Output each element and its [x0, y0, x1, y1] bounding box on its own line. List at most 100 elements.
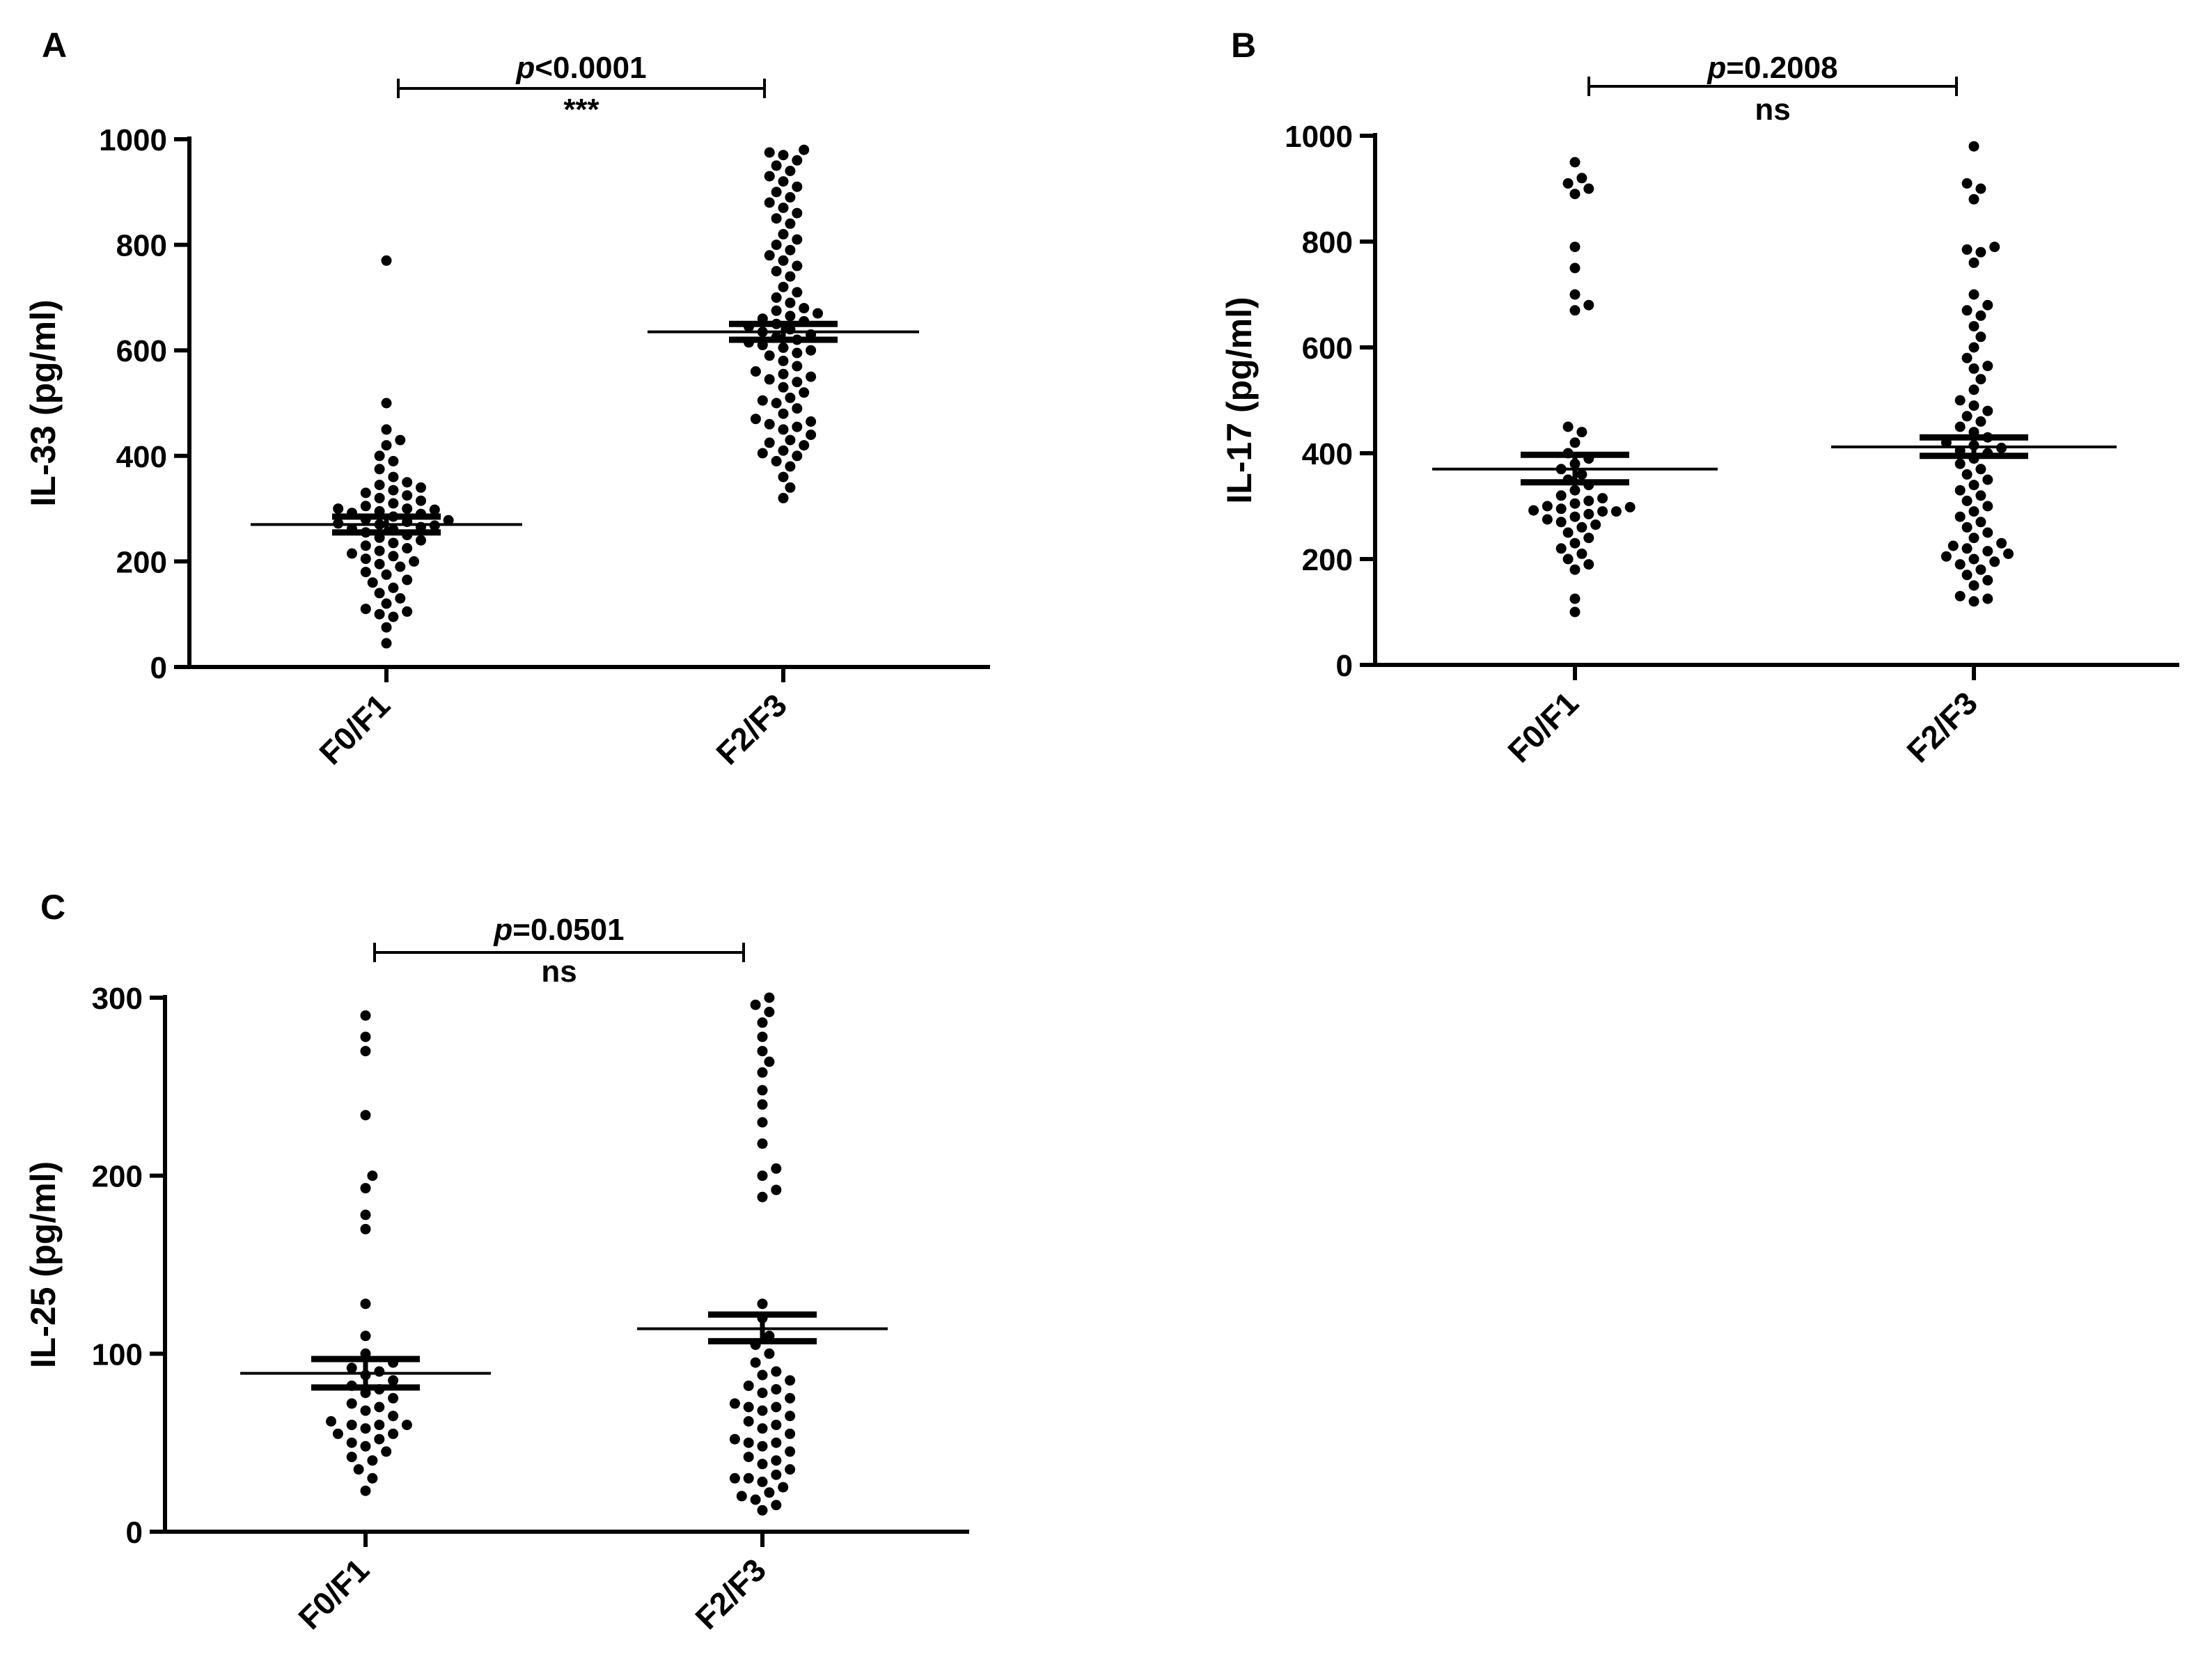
data-point [360, 1031, 371, 1042]
data-point [360, 1010, 371, 1021]
data-point [360, 1110, 371, 1121]
data-point [1569, 289, 1581, 300]
p-symbol: p [515, 51, 535, 85]
y-axis-label: IL-25 (pg/ml) [24, 1161, 63, 1368]
data-point [785, 1446, 796, 1457]
data-point [785, 297, 796, 308]
data-point [1961, 305, 1973, 316]
data-point [743, 1416, 754, 1427]
data-point [1982, 501, 1993, 512]
data-point [799, 440, 810, 451]
data-point [1569, 305, 1581, 316]
data-point [764, 992, 775, 1003]
data-point [736, 1491, 747, 1502]
data-point [771, 1500, 782, 1511]
data-point [1562, 421, 1574, 432]
significance-label: *** [563, 93, 599, 127]
data-point [792, 347, 803, 359]
data-point [1940, 551, 1952, 562]
data-point [757, 1298, 768, 1310]
data-point [1996, 537, 2007, 549]
data-point [799, 303, 810, 314]
data-point [1968, 480, 1979, 491]
data-point [1968, 194, 1979, 205]
data-point [1583, 533, 1594, 544]
data-point [416, 535, 426, 546]
data-point [360, 1423, 371, 1434]
data-point [1975, 517, 1986, 528]
data-point [367, 1455, 378, 1466]
data-point [402, 490, 413, 501]
data-point [374, 492, 385, 503]
x-tick-label: F2/F3 [1899, 684, 1984, 769]
data-point [1610, 506, 1622, 517]
data-point [806, 345, 817, 356]
data-point [750, 366, 761, 377]
data-point [374, 1366, 385, 1377]
data-point [757, 1191, 768, 1202]
data-point [1968, 363, 1979, 374]
data-point [806, 430, 817, 440]
data-point [778, 150, 789, 161]
data-point [764, 250, 775, 261]
data-point [1528, 505, 1539, 516]
data-point [1542, 501, 1553, 512]
data-point [764, 418, 775, 430]
data-point [799, 144, 810, 155]
data-point [1569, 564, 1581, 575]
data-point [1624, 502, 1636, 512]
data-point [799, 387, 810, 398]
y-tick-label: 600 [1302, 331, 1353, 366]
data-point [388, 471, 399, 482]
data-point [1982, 405, 1993, 416]
data-point [1555, 543, 1567, 554]
data-point [381, 1446, 392, 1457]
data-point [443, 515, 454, 526]
data-point [771, 240, 782, 251]
significance-label: ns [1755, 93, 1790, 127]
data-point [778, 355, 789, 366]
data-point [792, 287, 803, 298]
data-point [1961, 521, 1973, 533]
p-value-label: p=0.2008 [1707, 51, 1837, 85]
data-point [785, 271, 796, 282]
data-point [1968, 506, 1979, 517]
data-point [764, 350, 775, 361]
data-point [409, 556, 420, 567]
data-point [381, 622, 392, 633]
data-point [757, 1046, 768, 1057]
data-point [374, 558, 385, 570]
data-point [429, 504, 440, 515]
data-point [1569, 511, 1581, 522]
y-tick-label: 200 [116, 545, 167, 579]
y-axis-label: IL-33 (pg/ml) [24, 299, 63, 506]
data-point [778, 368, 789, 379]
data-point [1576, 521, 1587, 533]
data-point [771, 1366, 782, 1377]
data-point [785, 166, 796, 176]
data-point [771, 398, 782, 409]
data-point [1569, 485, 1581, 496]
data-point [1569, 157, 1581, 168]
data-point [792, 234, 803, 245]
data-point [785, 1428, 796, 1439]
data-point [388, 1392, 399, 1404]
x-tick-label: F2/F3 [709, 686, 794, 771]
data-point [1562, 527, 1574, 538]
data-point [1961, 352, 1973, 363]
data-point [402, 477, 413, 488]
data-point [785, 191, 796, 203]
data-point [1576, 548, 1587, 559]
data-point [1555, 490, 1567, 501]
data-point [1982, 299, 1993, 311]
data-point [764, 437, 775, 448]
data-point [1968, 257, 1979, 268]
data-point [1569, 189, 1581, 200]
data-point [402, 543, 413, 554]
data-point [785, 482, 796, 493]
data-point [1562, 554, 1574, 565]
data-point [743, 1402, 754, 1413]
data-point [1968, 289, 1979, 300]
data-point [360, 1405, 371, 1416]
